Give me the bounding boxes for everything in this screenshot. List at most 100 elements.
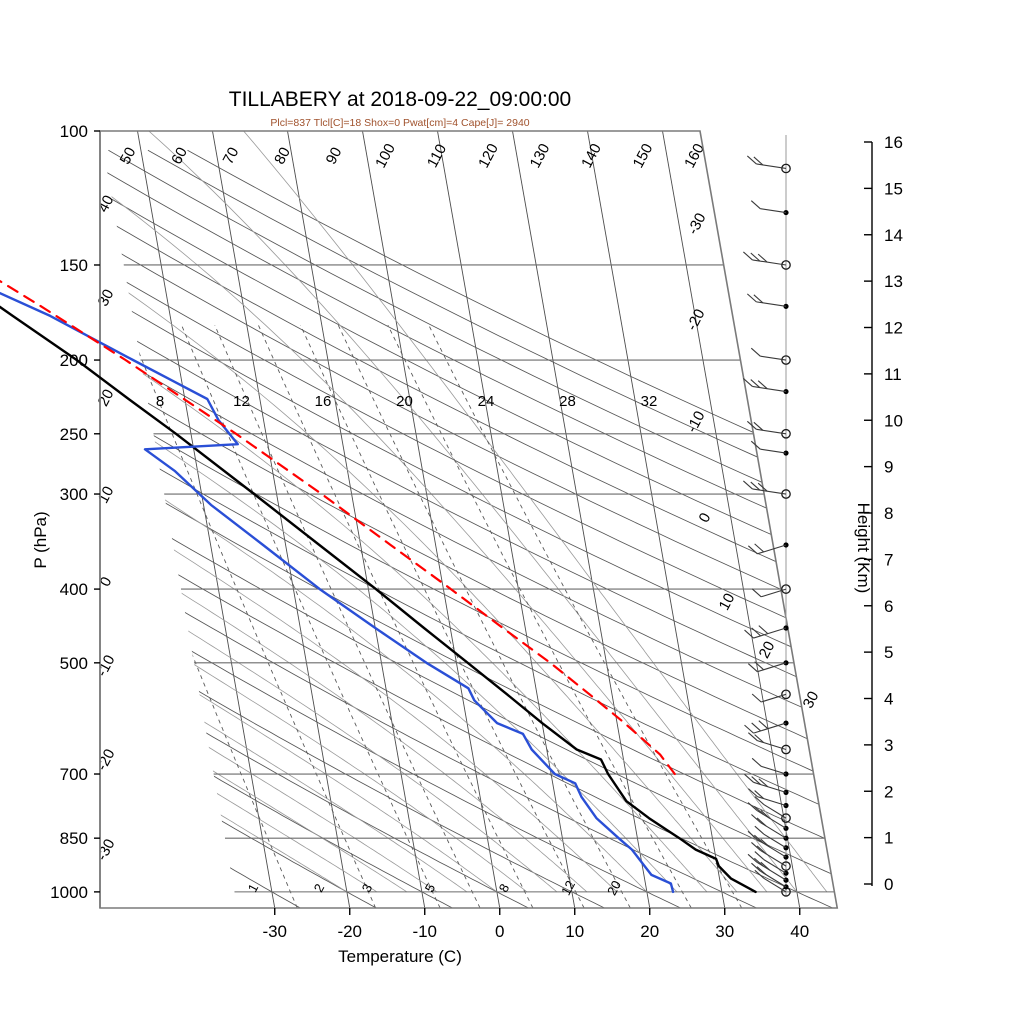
wind-barb-flag [746, 155, 757, 165]
dry-adiabat [100, 149, 838, 908]
mixing-ratio-label: 3 [359, 881, 376, 894]
sounding-temperature-curve [0, 305, 757, 894]
wind-barb [744, 773, 789, 795]
isotherm [212, 131, 351, 908]
isotherm-label-right: 10 [716, 591, 739, 614]
wind-barb [747, 830, 789, 860]
mixing-ratio-line [127, 325, 377, 908]
wind-barb-flag [756, 817, 767, 827]
isotherm-label-right: 30 [800, 689, 823, 712]
wind-level-open-marker [781, 689, 791, 700]
wind-barb-flag [747, 663, 758, 673]
wind-barb-flag [743, 378, 753, 387]
wind-level-open-marker [781, 428, 791, 439]
height-tick-label: 7 [884, 550, 893, 569]
wind-barb-staff [757, 544, 787, 555]
dry-adiabat [100, 149, 838, 908]
isotherm-label-left: -10 [93, 652, 118, 679]
wind-barb-column [743, 135, 791, 897]
wind-barb [744, 720, 789, 734]
wind-barb-staff [756, 301, 787, 307]
wind-barb-flag [747, 788, 758, 798]
height-tick-label: 3 [884, 736, 893, 755]
height-tick-label: 14 [884, 226, 903, 245]
wind-barb-flag [754, 857, 764, 867]
wind-barb [746, 155, 791, 174]
isotherm-label-right: 20 [756, 639, 779, 662]
wind-level-open-marker [781, 355, 791, 365]
wind-barb [750, 200, 789, 216]
isotherm-label-right: 0 [696, 510, 715, 525]
height-tick-label: 2 [884, 782, 893, 801]
wind-barb-flag [754, 851, 765, 861]
dry-adiabat [100, 149, 605, 908]
dry-adiabat [100, 149, 838, 908]
wind-barb [754, 851, 789, 876]
wind-level-open-marker [781, 260, 791, 270]
isotherm [100, 131, 201, 908]
wind-barb-flag [754, 796, 765, 805]
dry-adiabat [100, 149, 838, 908]
dry-adiabat-label: 24 [478, 393, 495, 410]
wind-barb-flag [754, 543, 765, 553]
dry-adiabat [100, 149, 838, 908]
wind-barb-flag [754, 834, 764, 844]
wind-barb [747, 732, 791, 755]
isotherm-label-left: 20 [95, 387, 118, 410]
moist-adiabat-label: 140 [578, 141, 605, 171]
sounding-parcel-path-curve [0, 279, 676, 776]
isotherm [137, 131, 276, 908]
wind-barb-flag [744, 724, 754, 734]
page-title: TILLABERY at 2018-09-22_09:00:00 [229, 88, 571, 111]
wind-barb [751, 814, 789, 841]
isotherm [362, 131, 501, 908]
moist-adiabat [100, 131, 678, 893]
wind-barb-staff [760, 208, 787, 214]
wind-barb-flag [754, 661, 765, 671]
plot-frame [99, 130, 839, 909]
wind-barb [743, 378, 789, 395]
wind-barb-flag [751, 842, 761, 851]
wind-level-filled-marker [783, 854, 789, 860]
plot-border [99, 130, 839, 909]
moist-adiabat-label: 90 [323, 145, 346, 168]
wind-barb-flag [747, 802, 758, 811]
moist-adiabat-label: 70 [220, 145, 243, 168]
wind-barb-flag [751, 588, 762, 598]
moist-adiabat [100, 131, 648, 893]
pressure-tick-label: 700 [60, 765, 88, 784]
wind-barb-staff [752, 385, 787, 393]
wind-barb-flag [747, 830, 758, 840]
isotherm [512, 131, 651, 908]
height-tick-label: 5 [884, 643, 893, 662]
isotherm [662, 131, 801, 908]
wind-level-open-marker [781, 584, 791, 594]
dry-adiabat [108, 149, 838, 908]
isotherm [100, 131, 126, 908]
wind-barb-staff [756, 428, 787, 435]
wind-barb-flag [751, 627, 762, 637]
wind-level-filled-marker [783, 835, 789, 841]
wind-barb-flag [757, 482, 768, 492]
wind-barb-staff [760, 355, 787, 361]
mixing-ratio-line [387, 325, 692, 908]
wind-barb-flag [756, 866, 767, 876]
wind-barb-staff [753, 781, 787, 793]
temperature-tick-label: -30 [262, 922, 287, 941]
height-tick-label: 10 [884, 411, 903, 430]
wind-barb-staff [753, 722, 787, 734]
wind-barb [750, 347, 791, 365]
wind-barb [751, 842, 791, 871]
dry-adiabat-label: 32 [641, 393, 658, 410]
wind-barb-flag [760, 861, 771, 871]
temperature-tick-label: 0 [495, 922, 504, 941]
wind-barb-flag [744, 629, 754, 639]
moist-adiabat-label: 150 [630, 141, 657, 171]
height-tick-label: 6 [884, 597, 893, 616]
wind-barb-flag [750, 440, 761, 450]
isotherm-label-right: -10 [683, 408, 708, 435]
wind-barb-staff [760, 448, 787, 454]
moist-adiabat-label: 110 [424, 141, 450, 170]
height-tick-label: 15 [884, 179, 903, 198]
